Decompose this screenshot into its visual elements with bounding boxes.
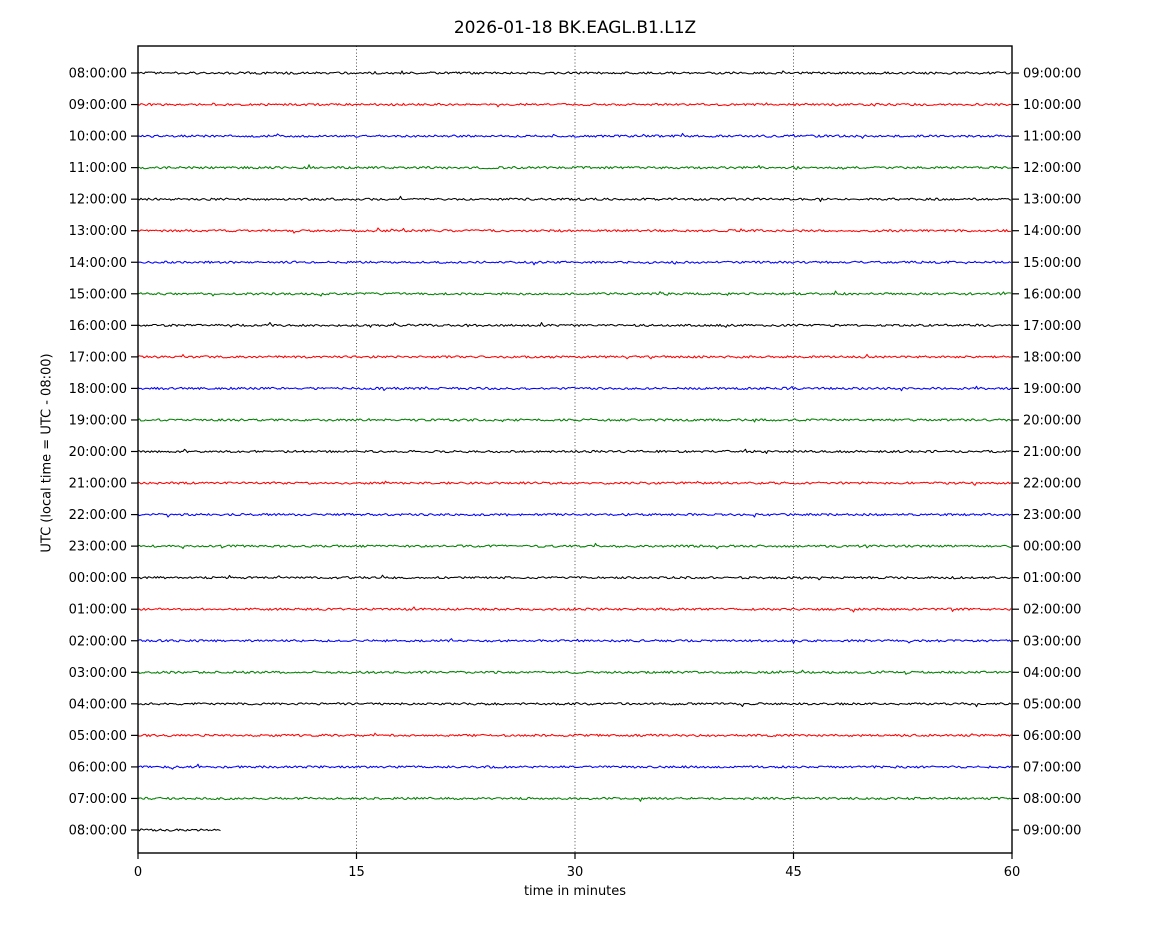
seismic-trace xyxy=(137,418,1012,423)
left-tick-label: 17:00:00 xyxy=(69,350,127,365)
seismic-trace xyxy=(137,385,1012,392)
right-tick-label: 02:00:00 xyxy=(1023,603,1081,618)
left-tick-label: 02:00:00 xyxy=(69,634,127,649)
axes-border xyxy=(137,45,1013,854)
left-tick-label: 04:00:00 xyxy=(69,697,127,712)
right-tick-label: 05:00:00 xyxy=(1023,697,1081,712)
right-tick-label: 10:00:00 xyxy=(1023,98,1081,113)
left-tick-label: 00:00:00 xyxy=(69,571,127,586)
x-tick-label: 0 xyxy=(134,865,142,880)
seismic-trace xyxy=(137,574,1012,581)
seismic-trace xyxy=(137,448,1012,454)
right-tick-label: 11:00:00 xyxy=(1023,130,1081,145)
seismic-trace xyxy=(137,669,1012,675)
left-tick-label: 07:00:00 xyxy=(69,792,127,807)
seismic-trace xyxy=(137,606,1012,613)
left-tick-label: 03:00:00 xyxy=(69,666,127,681)
x-tick-label: 15 xyxy=(348,865,365,880)
right-tick-label: 13:00:00 xyxy=(1023,193,1081,208)
left-tick-label: 06:00:00 xyxy=(69,760,127,775)
left-tick-label: 08:00:00 xyxy=(69,67,127,82)
seismic-trace xyxy=(137,70,1012,75)
right-tick-label: 09:00:00 xyxy=(1023,824,1081,839)
left-tick-label: 05:00:00 xyxy=(69,729,127,744)
right-tick-label: 19:00:00 xyxy=(1023,382,1081,397)
right-tick-label: 04:00:00 xyxy=(1023,666,1081,681)
left-tick-label: 13:00:00 xyxy=(69,224,127,239)
seismic-trace xyxy=(137,227,1012,234)
left-tick-label: 15:00:00 xyxy=(69,287,127,302)
left-tick-label: 12:00:00 xyxy=(69,193,127,208)
right-tick-label: 07:00:00 xyxy=(1023,760,1081,775)
seismic-trace xyxy=(137,828,221,832)
seismic-trace xyxy=(137,195,1012,203)
seismic-trace xyxy=(137,796,1012,802)
seismic-trace xyxy=(137,763,1012,770)
left-tick-label: 10:00:00 xyxy=(69,130,127,145)
seismic-trace xyxy=(137,542,1012,550)
seismic-trace xyxy=(137,732,1012,738)
left-tick-label: 19:00:00 xyxy=(69,413,127,428)
seismic-trace xyxy=(137,353,1012,360)
right-tick-label: 22:00:00 xyxy=(1023,477,1081,492)
x-tick-label: 60 xyxy=(1004,865,1021,880)
right-tick-label: 03:00:00 xyxy=(1023,634,1081,649)
seismic-trace xyxy=(137,260,1012,266)
seismic-trace xyxy=(137,321,1012,328)
left-tick-label: 21:00:00 xyxy=(69,477,127,492)
seismic-trace xyxy=(137,638,1012,645)
right-tick-label: 17:00:00 xyxy=(1023,319,1081,334)
right-tick-label: 08:00:00 xyxy=(1023,792,1081,807)
right-tick-label: 21:00:00 xyxy=(1023,445,1081,460)
seismic-trace xyxy=(137,164,1012,170)
left-tick-label: 14:00:00 xyxy=(69,256,127,271)
seismic-trace xyxy=(137,132,1012,139)
right-tick-label: 20:00:00 xyxy=(1023,413,1081,428)
chart-title: 2026-01-18 BK.EAGL.B1.L1Z xyxy=(453,18,697,38)
seismic-trace xyxy=(137,290,1012,297)
left-tick-label: 20:00:00 xyxy=(69,445,127,460)
left-tick-label: 01:00:00 xyxy=(69,603,127,618)
x-axis-label: time in minutes xyxy=(523,884,627,899)
right-tick-label: 12:00:00 xyxy=(1023,161,1081,176)
right-tick-label: 00:00:00 xyxy=(1023,540,1081,555)
seismic-trace xyxy=(137,480,1012,486)
right-tick-label: 23:00:00 xyxy=(1023,508,1081,523)
right-tick-label: 01:00:00 xyxy=(1023,571,1081,586)
right-tick-label: 06:00:00 xyxy=(1023,729,1081,744)
seismic-trace xyxy=(137,102,1012,108)
left-tick-label: 11:00:00 xyxy=(69,161,127,176)
left-tick-label: 18:00:00 xyxy=(69,382,127,397)
right-tick-label: 15:00:00 xyxy=(1023,256,1081,271)
left-tick-label: 23:00:00 xyxy=(69,540,127,555)
right-tick-label: 14:00:00 xyxy=(1023,224,1081,239)
seismic-trace xyxy=(137,702,1012,708)
x-tick-label: 45 xyxy=(785,865,802,880)
left-tick-label: 16:00:00 xyxy=(69,319,127,334)
left-tick-label: 22:00:00 xyxy=(69,508,127,523)
seismic-trace xyxy=(137,512,1012,518)
right-tick-label: 16:00:00 xyxy=(1023,287,1081,302)
right-tick-label: 09:00:00 xyxy=(1023,67,1081,82)
left-tick-label: 09:00:00 xyxy=(69,98,127,113)
right-tick-label: 18:00:00 xyxy=(1023,350,1081,365)
x-tick-label: 30 xyxy=(567,865,584,880)
left-tick-label: 08:00:00 xyxy=(69,824,127,839)
